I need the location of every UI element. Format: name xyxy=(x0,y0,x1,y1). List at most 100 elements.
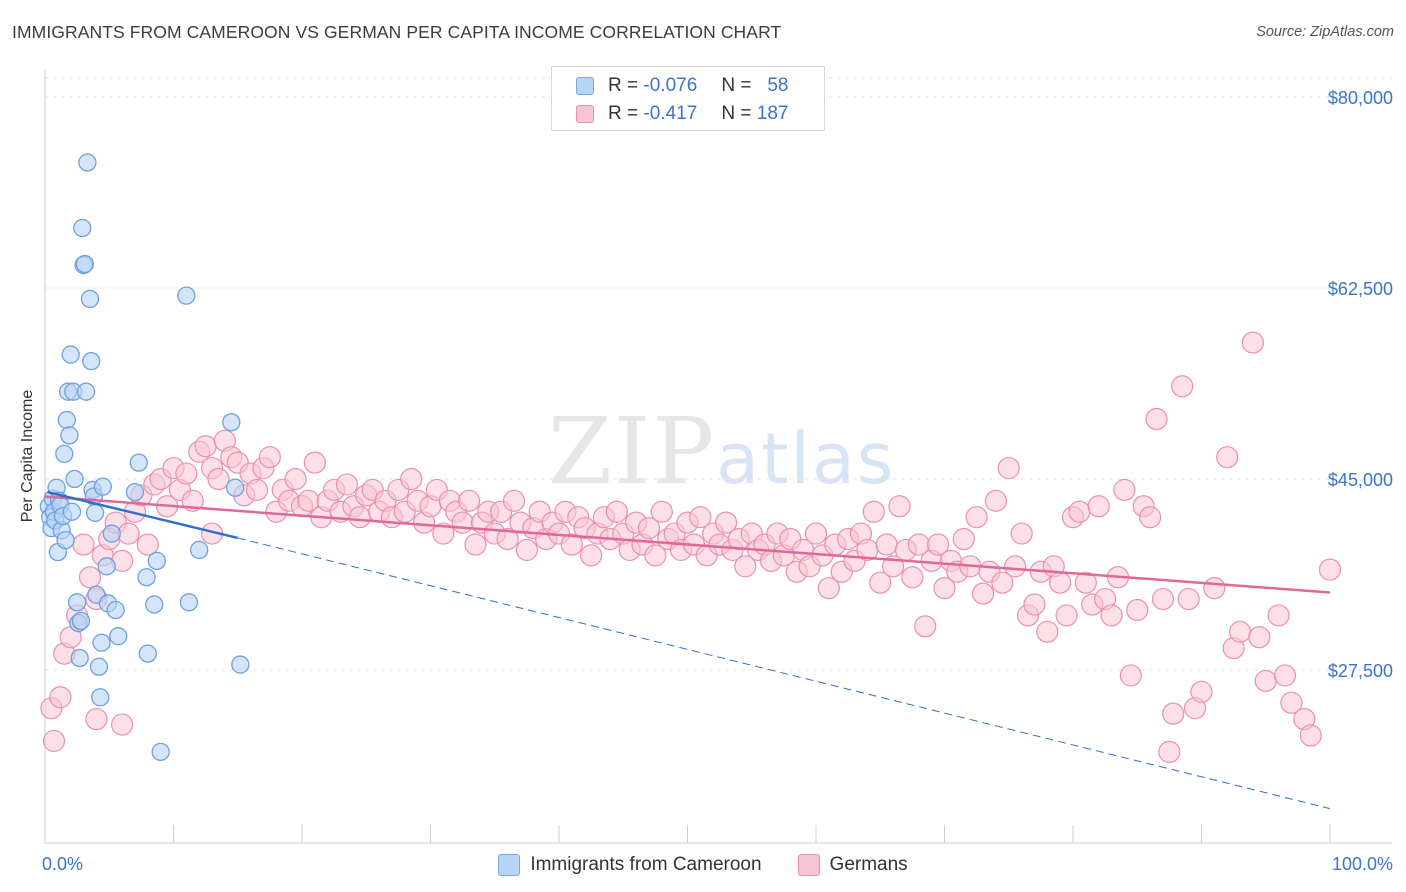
germans-point xyxy=(515,538,538,562)
germans-point xyxy=(869,571,892,594)
germans-point xyxy=(926,533,950,556)
axes xyxy=(44,70,1392,844)
cameroon-point xyxy=(125,482,145,502)
germans-point xyxy=(1280,691,1303,714)
germans-point xyxy=(605,500,628,523)
germans-point xyxy=(875,533,898,556)
tick-labels: $27,500 $45,000 $62,500 $80,000 0.0% 100.0% xyxy=(42,88,1393,874)
germans-point xyxy=(644,544,667,567)
germans-point xyxy=(1145,407,1168,431)
y-tick-label: $62,500 xyxy=(1328,279,1393,299)
germans-point xyxy=(734,555,757,578)
cameroon-point xyxy=(91,688,110,707)
series-legend: Immigrants from Cameroon Germans xyxy=(0,850,1406,880)
germans-point xyxy=(1267,604,1290,627)
cameroon-point xyxy=(138,644,157,663)
germans-point xyxy=(888,495,911,518)
cameroon-point xyxy=(190,540,209,560)
germans-point xyxy=(451,511,474,534)
germans-point xyxy=(1087,495,1110,518)
germans-point xyxy=(1126,598,1149,622)
germans-point xyxy=(637,517,661,540)
cameroon-point xyxy=(60,426,79,445)
germans-point xyxy=(1318,558,1342,581)
cameroon-point xyxy=(145,595,164,614)
germans-point xyxy=(1248,626,1271,649)
germans-point xyxy=(1216,446,1239,469)
germans-point xyxy=(136,533,159,556)
germans-point xyxy=(400,467,423,491)
cameroon-point xyxy=(92,633,111,652)
legend-item-label: Immigrants from Cameroon xyxy=(530,854,762,875)
cameroon-point xyxy=(61,345,80,364)
germans-point xyxy=(580,544,603,567)
legend-swatch-pink xyxy=(797,854,820,876)
germans-point xyxy=(1138,506,1162,529)
cameroon-point xyxy=(151,742,170,762)
legend-swatch-pink xyxy=(576,105,594,123)
cameroon-point xyxy=(82,351,101,371)
legend-swatch-blue xyxy=(498,854,521,876)
germans-point xyxy=(804,522,828,545)
watermark-zip: ZIP xyxy=(548,398,717,505)
germans-point xyxy=(933,577,956,600)
legend-item-cameroon: Immigrants from Cameroon xyxy=(498,854,762,876)
germans-point xyxy=(1171,375,1194,398)
germans-point xyxy=(714,511,738,534)
cameroon-point xyxy=(222,413,241,432)
cameroon-point xyxy=(93,477,112,496)
germans-point xyxy=(110,713,134,736)
germans-point xyxy=(650,500,673,523)
legend-n-value: 187 xyxy=(756,103,789,124)
germans-point xyxy=(49,686,72,709)
germans-point xyxy=(1254,669,1277,693)
cameroon-point xyxy=(231,655,250,674)
germans-point xyxy=(560,533,583,556)
cameroon-point xyxy=(67,593,87,612)
germans-point xyxy=(258,446,281,469)
germans-point xyxy=(1113,478,1136,502)
source-label: Source: ZipAtlas.com xyxy=(1256,24,1394,40)
legend-row-cameroon: R = -0.076 N = 58 xyxy=(576,73,788,99)
germans-point xyxy=(971,582,995,605)
cameroon-point xyxy=(137,568,156,587)
cameroon-point xyxy=(78,153,97,172)
cameroon-point xyxy=(102,524,121,543)
y-tick-label: $80,000 xyxy=(1328,88,1393,108)
germans-point xyxy=(1177,587,1200,611)
legend-r-value: -0.076 xyxy=(643,75,698,96)
germans-point xyxy=(303,451,326,474)
legend-item-germans: Germans xyxy=(797,854,908,876)
correlation-legend: R = -0.076 N = 58 R = -0.417 N = 187 xyxy=(551,66,825,131)
cameroon-point xyxy=(75,254,94,274)
cameroon-point xyxy=(73,218,92,238)
germans-point xyxy=(901,566,924,589)
germans-point xyxy=(1119,664,1142,687)
legend-r-label: R = xyxy=(608,103,639,124)
germans-point xyxy=(496,527,519,551)
germans-point xyxy=(1055,604,1078,627)
x-tick-label: 0.0% xyxy=(42,854,83,874)
cameroon-point xyxy=(147,551,166,571)
cameroon-point xyxy=(56,530,75,550)
germans-point xyxy=(914,615,937,638)
cameroon-point xyxy=(57,410,76,430)
cameroon-point xyxy=(109,627,128,646)
germans-point xyxy=(1004,555,1027,578)
cameroon-point xyxy=(179,593,199,612)
legend-n-value: 58 xyxy=(767,75,789,96)
germans-point xyxy=(207,467,230,491)
legend-n-label: N = xyxy=(721,75,752,96)
germans-point xyxy=(1190,680,1213,703)
germans-point xyxy=(1228,620,1252,643)
germans-point xyxy=(1151,587,1175,611)
germans-point xyxy=(689,506,712,529)
germans-point xyxy=(1100,604,1123,627)
y-tick-label: $27,500 xyxy=(1328,661,1393,681)
germans-point xyxy=(1162,702,1185,725)
watermark: ZIPatlas xyxy=(548,398,895,505)
germans-point xyxy=(464,533,487,556)
cameroon-point xyxy=(97,557,116,576)
germans-point xyxy=(117,522,140,545)
watermark-atlas: atlas xyxy=(716,418,896,500)
